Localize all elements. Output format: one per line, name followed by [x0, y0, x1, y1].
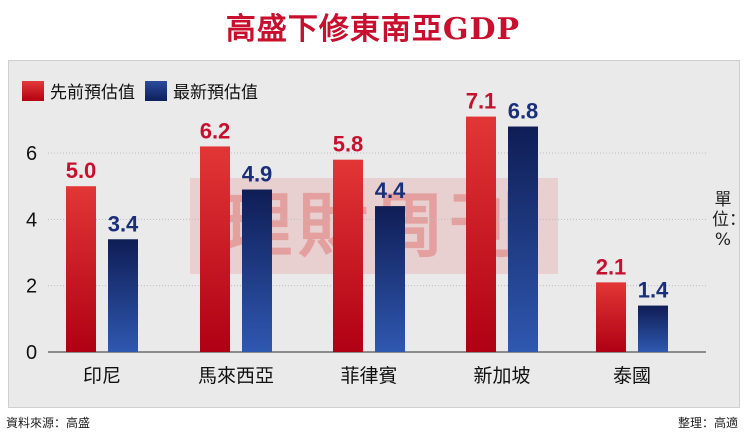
- y-tick-label: 4: [26, 209, 37, 231]
- credit-note: 整理：高適: [677, 416, 738, 430]
- data-label: 6.2: [200, 118, 231, 143]
- data-label: 7.1: [466, 89, 497, 114]
- legend: 先前預估值 最新預估值: [22, 78, 258, 103]
- data-label: 2.1: [596, 254, 627, 279]
- bar-prev: [333, 159, 363, 352]
- data-label: 5.8: [333, 132, 364, 157]
- data-label: 6.8: [508, 99, 539, 124]
- x-category-label: 馬來西亞: [198, 365, 274, 387]
- data-label: 4.9: [242, 162, 273, 187]
- bar-latest: [638, 305, 668, 352]
- legend-label-prev: 先前預估值: [50, 83, 135, 103]
- legend-swatch-latest: [145, 80, 167, 101]
- legend-item-latest: 最新預估值: [145, 78, 258, 103]
- data-label: 1.4: [638, 278, 669, 303]
- source-note: 資料來源：高盛: [6, 416, 91, 430]
- bar-latest: [242, 189, 272, 352]
- bar-latest: [508, 126, 538, 353]
- chart-title: 高盛下修東南亞GDP: [225, 12, 521, 47]
- bar-prev: [466, 116, 496, 352]
- legend-item-prev: 先前預估值: [22, 78, 135, 103]
- bar-prev: [200, 146, 230, 352]
- legend-label-latest: 最新預估值: [173, 83, 258, 103]
- legend-swatch-prev: [22, 80, 44, 101]
- bar-prev: [66, 186, 96, 352]
- y-tick-label: 2: [26, 276, 37, 298]
- x-category-label: 泰國: [613, 365, 651, 387]
- data-label: 5.0: [66, 158, 97, 183]
- x-category-label: 新加坡: [473, 365, 530, 387]
- x-category-label: 印尼: [83, 365, 121, 387]
- data-label: 4.4: [375, 178, 406, 203]
- bar-latest: [108, 239, 138, 352]
- y-tick-label: 0: [26, 342, 37, 364]
- x-category-label: 菲律賓: [340, 365, 397, 387]
- bar-latest: [375, 206, 405, 352]
- data-label: 3.4: [108, 211, 139, 236]
- y-tick-label: 6: [26, 143, 37, 165]
- bar-prev: [596, 282, 626, 352]
